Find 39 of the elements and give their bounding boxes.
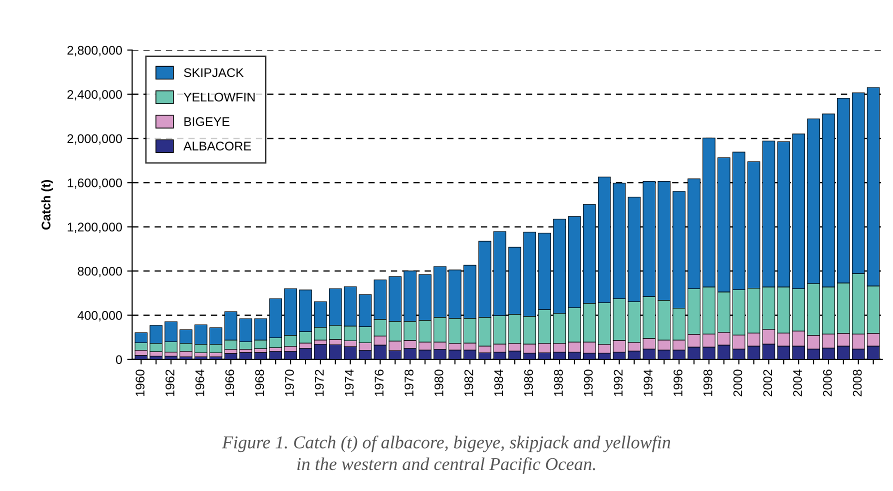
x-tick-label: 1994 [644,369,653,396]
x-tick-label: 2004 [793,369,802,396]
legend-label: YELLOWFIN [184,92,255,102]
x-tick-label: 1968 [255,370,264,396]
x-tick-label: 1990 [584,370,593,396]
legend-label: BIGEYE [184,117,230,126]
x-tick-label: 2000 [733,370,742,396]
legend-label: ALBACORE [183,142,251,150]
x-tick-label: 1986 [524,370,533,396]
x-tick-label: 1978 [404,370,414,396]
y-tick-label: 2,400,000 [67,90,122,100]
x-tick-label: 1970 [285,370,294,396]
x-tick-label: 1966 [225,370,234,396]
x-tick-label: 1982 [464,370,474,396]
x-tick-label: 1972 [314,370,324,396]
x-tick-label: 1960 [136,370,144,396]
legend-label: SKIPJACK [184,68,244,78]
x-tick-label: 1974 [344,369,354,396]
y-tick-label: 2,000,000 [67,134,122,145]
x-tick-label: 1964 [195,369,204,396]
x-tick-label: 2008 [852,370,862,396]
y-tick-label: 1,200,000 [68,222,122,233]
y-tick-label: 400,000 [78,311,122,322]
caption: Figure 1. Catch (t) of albacore, bigeye, skipjack and yellowfin in the western and central Pacific Ocean. [222,436,670,474]
x-tick-label: 1996 [674,370,682,396]
x-tick-label: 1988 [554,370,563,396]
x-tick-label: 1992 [614,370,623,396]
x-tick-label: 1998 [703,370,712,396]
y-axis-title: Catch (t) [41,180,53,230]
x-tick-label: 1962 [166,370,174,396]
x-tick-label: 1980 [434,370,444,396]
y-tick-label: 2,800,000 [67,46,122,56]
x-tick-label: 2006 [822,370,832,396]
x-tick-label: 1976 [374,370,384,396]
x-tick-label: 1984 [494,369,504,396]
y-tick-label: 1,600,000 [68,178,122,189]
y-tick-label: 800,000 [78,266,122,278]
x-tick-label: 2002 [763,370,772,396]
y-tick-label: 0 [116,355,122,364]
